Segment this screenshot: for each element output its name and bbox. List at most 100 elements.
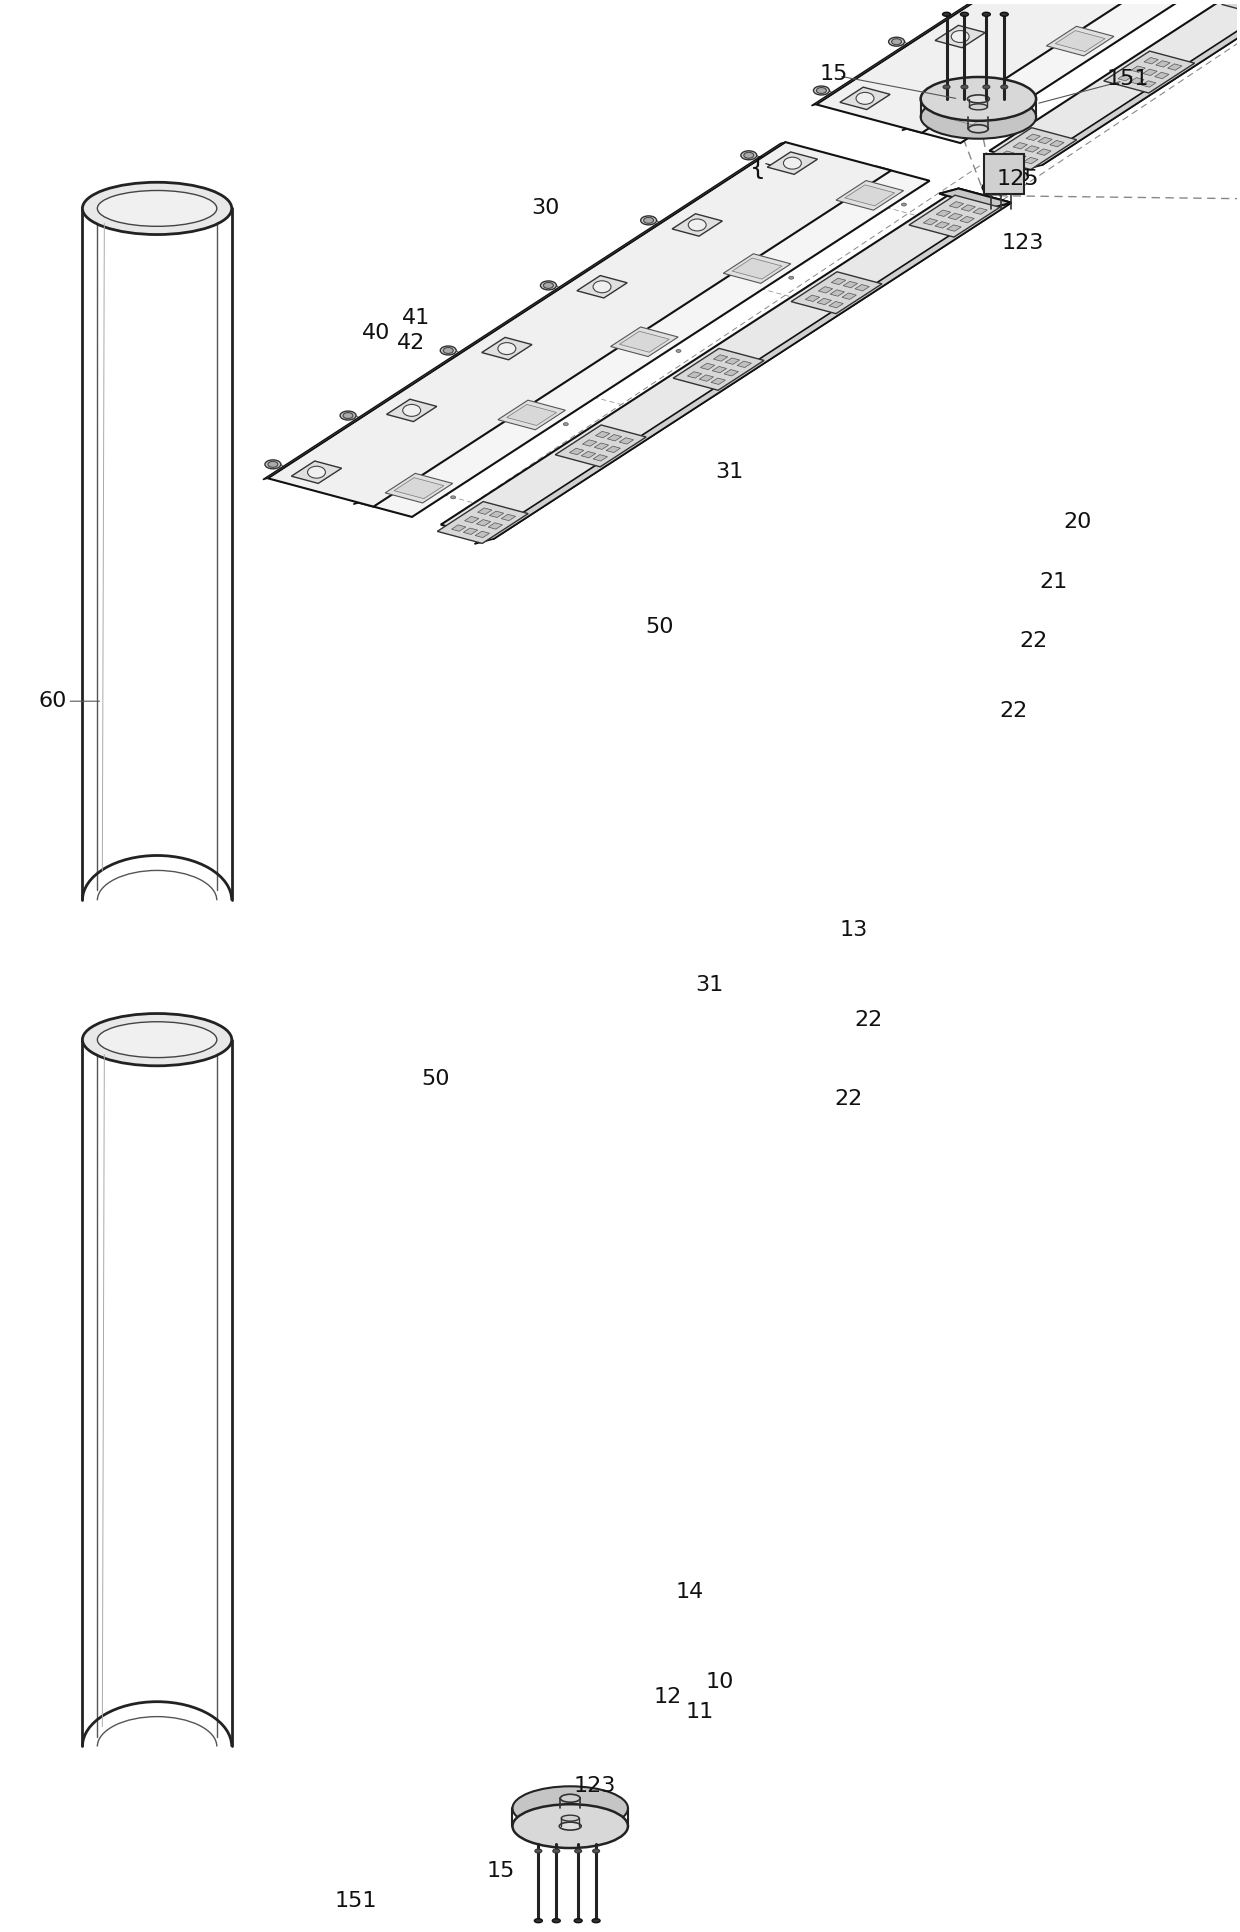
- Polygon shape: [386, 473, 453, 502]
- Text: 42: 42: [397, 332, 425, 354]
- Ellipse shape: [98, 1022, 217, 1057]
- Text: 31: 31: [696, 976, 724, 995]
- Polygon shape: [909, 195, 999, 238]
- Ellipse shape: [534, 1918, 542, 1922]
- Ellipse shape: [443, 348, 453, 354]
- Polygon shape: [732, 259, 782, 278]
- Polygon shape: [901, 0, 1240, 131]
- Ellipse shape: [968, 126, 988, 133]
- Polygon shape: [724, 369, 738, 377]
- Polygon shape: [831, 278, 846, 284]
- Polygon shape: [942, 104, 992, 126]
- Ellipse shape: [574, 1849, 582, 1853]
- Text: 60: 60: [38, 692, 67, 711]
- Ellipse shape: [856, 93, 874, 104]
- Ellipse shape: [641, 216, 656, 224]
- Polygon shape: [725, 357, 739, 365]
- Polygon shape: [1037, 149, 1052, 155]
- Ellipse shape: [340, 412, 356, 419]
- Polygon shape: [836, 180, 904, 211]
- Polygon shape: [476, 520, 491, 526]
- Ellipse shape: [942, 12, 951, 15]
- Polygon shape: [699, 375, 713, 381]
- Ellipse shape: [816, 87, 826, 93]
- Polygon shape: [593, 454, 608, 462]
- Text: 22: 22: [835, 1090, 863, 1109]
- Polygon shape: [594, 442, 609, 450]
- Text: {: {: [750, 156, 766, 180]
- Ellipse shape: [498, 342, 516, 355]
- Polygon shape: [844, 185, 895, 207]
- Ellipse shape: [343, 413, 353, 419]
- Polygon shape: [501, 514, 516, 522]
- Polygon shape: [569, 448, 584, 454]
- Ellipse shape: [889, 37, 904, 46]
- Polygon shape: [619, 439, 634, 444]
- Ellipse shape: [961, 12, 968, 15]
- Text: 14: 14: [676, 1582, 704, 1602]
- Polygon shape: [936, 211, 951, 216]
- Text: 123: 123: [1002, 234, 1044, 253]
- Polygon shape: [811, 0, 1240, 106]
- Polygon shape: [1236, 0, 1240, 4]
- Polygon shape: [961, 205, 976, 211]
- Polygon shape: [582, 452, 595, 458]
- Polygon shape: [477, 508, 492, 514]
- Polygon shape: [843, 282, 858, 288]
- Ellipse shape: [98, 191, 217, 226]
- Polygon shape: [1038, 137, 1053, 143]
- Ellipse shape: [450, 497, 455, 498]
- Polygon shape: [1050, 141, 1064, 147]
- Ellipse shape: [593, 1849, 600, 1853]
- Ellipse shape: [543, 282, 553, 288]
- Polygon shape: [606, 446, 620, 452]
- Text: 41: 41: [402, 307, 430, 328]
- Polygon shape: [620, 330, 670, 352]
- Polygon shape: [577, 276, 627, 298]
- Polygon shape: [985, 155, 1024, 193]
- Ellipse shape: [440, 346, 456, 355]
- Text: 12: 12: [653, 1687, 682, 1706]
- Polygon shape: [595, 431, 610, 439]
- Polygon shape: [1047, 27, 1114, 56]
- Ellipse shape: [553, 1849, 559, 1853]
- Ellipse shape: [534, 1849, 542, 1853]
- Ellipse shape: [574, 1918, 582, 1922]
- Polygon shape: [353, 166, 877, 504]
- Polygon shape: [489, 524, 502, 529]
- Polygon shape: [1024, 145, 1039, 153]
- Ellipse shape: [676, 350, 681, 352]
- Ellipse shape: [951, 31, 970, 43]
- Polygon shape: [990, 0, 1240, 164]
- Polygon shape: [1143, 70, 1157, 75]
- Ellipse shape: [644, 218, 653, 224]
- Ellipse shape: [563, 423, 568, 425]
- Text: 151: 151: [335, 1891, 377, 1911]
- Polygon shape: [687, 371, 702, 379]
- Ellipse shape: [982, 180, 1012, 195]
- Polygon shape: [507, 404, 557, 425]
- Polygon shape: [475, 203, 1012, 545]
- Text: 123: 123: [574, 1776, 616, 1797]
- Polygon shape: [723, 253, 791, 284]
- Polygon shape: [711, 379, 725, 384]
- Polygon shape: [1055, 31, 1105, 52]
- Polygon shape: [950, 201, 963, 209]
- Polygon shape: [438, 502, 528, 543]
- Polygon shape: [908, 0, 1240, 143]
- Polygon shape: [830, 290, 844, 296]
- Polygon shape: [839, 87, 890, 110]
- Polygon shape: [701, 363, 714, 369]
- Polygon shape: [394, 477, 444, 498]
- Polygon shape: [672, 214, 723, 236]
- Ellipse shape: [552, 1918, 560, 1922]
- Ellipse shape: [559, 1822, 582, 1830]
- Ellipse shape: [970, 104, 987, 110]
- Text: 50: 50: [422, 1070, 450, 1090]
- Ellipse shape: [268, 462, 278, 468]
- Polygon shape: [610, 327, 678, 357]
- Polygon shape: [805, 296, 820, 301]
- Ellipse shape: [512, 1787, 627, 1830]
- Ellipse shape: [560, 1795, 580, 1803]
- Text: 50: 50: [646, 616, 675, 636]
